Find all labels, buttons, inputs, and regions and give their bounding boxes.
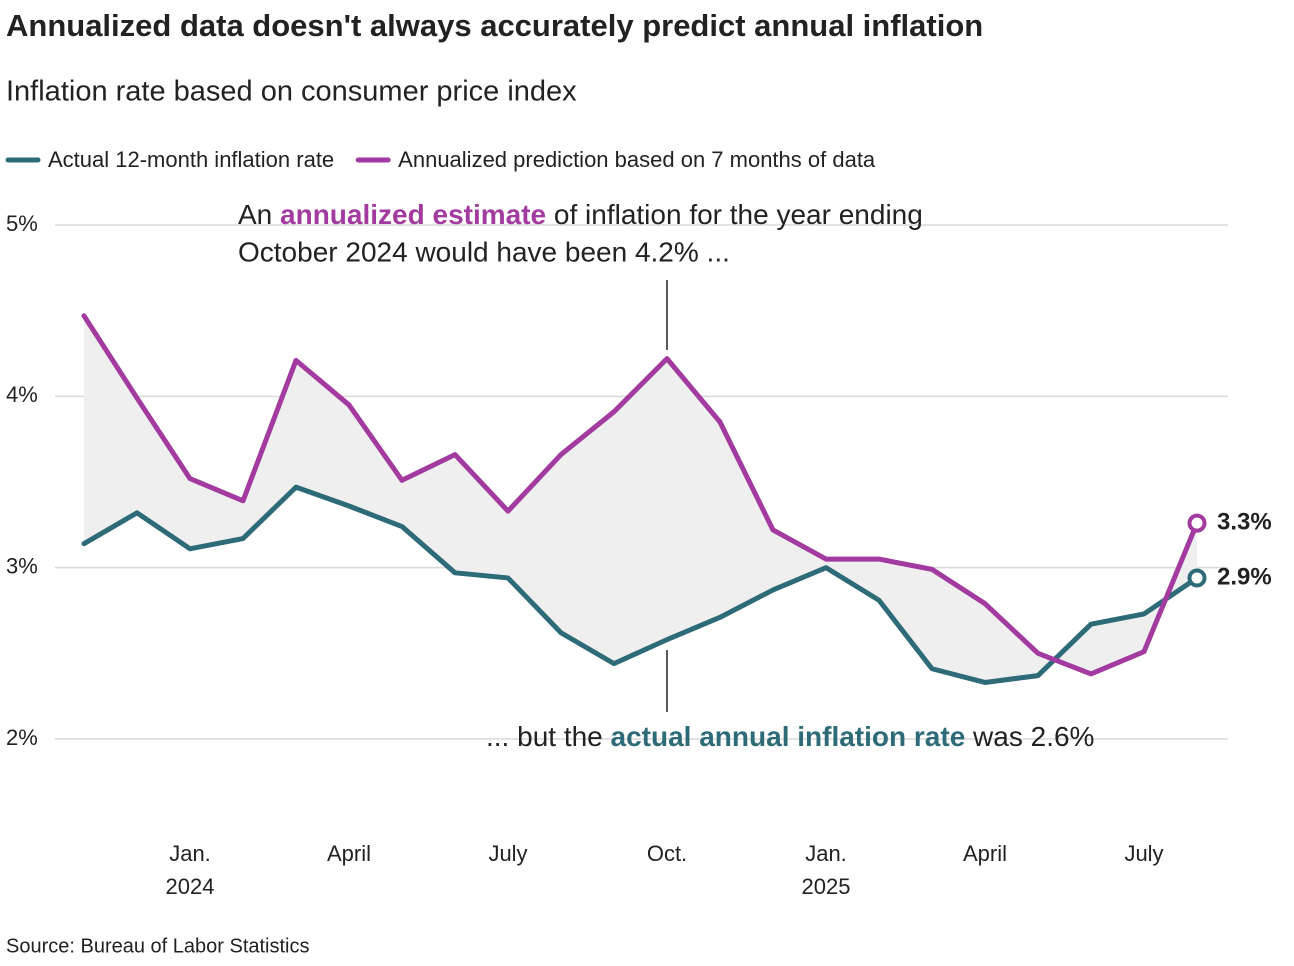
annotation-part: was 2.6% — [965, 721, 1094, 752]
chart-title: Annualized data doesn't always accuratel… — [6, 8, 983, 43]
x-tick-label: Jan. — [805, 841, 847, 866]
annotation-part: ... but the — [486, 721, 611, 752]
x-tick-label: July — [488, 841, 527, 866]
series-line — [81, 313, 1200, 677]
annotation: ... but the actual annual inflation rate… — [486, 721, 1094, 752]
end-point — [1187, 568, 1207, 588]
x-tick-label: July — [1124, 841, 1163, 866]
x-tick-label: Oct. — [647, 841, 687, 866]
annotation-part: An — [238, 199, 280, 230]
legend-label: Actual 12-month inflation rate — [48, 147, 334, 172]
y-tick-label: 3% — [6, 553, 38, 578]
annotation: October 2024 would have been 4.2% ... — [238, 236, 730, 267]
annotation: An annualized estimate of inflation for … — [238, 199, 923, 230]
y-tick-label: 5% — [6, 211, 38, 236]
gap-band — [84, 315, 1197, 683]
annotation-part: actual annual inflation rate — [611, 721, 966, 752]
source: Source: Bureau of Labor Statistics — [6, 935, 310, 957]
end-label: 3.3% — [1217, 508, 1272, 535]
y-tick-label: 2% — [6, 725, 38, 750]
x-tick-label: Jan. — [169, 841, 211, 866]
end-point — [1187, 513, 1207, 533]
x-tick-label: April — [327, 841, 371, 866]
chart-subtitle: Inflation rate based on consumer price i… — [6, 76, 577, 108]
annotation-part: annualized estimate — [280, 199, 546, 230]
end-label: 2.9% — [1217, 563, 1272, 590]
y-tick-label: 4% — [6, 382, 38, 407]
x-year-label: 2025 — [802, 874, 851, 899]
x-tick-label: April — [963, 841, 1007, 866]
legend-label: Annualized prediction based on 7 months … — [398, 147, 876, 172]
x-year-label: 2024 — [166, 874, 215, 899]
series-line — [81, 484, 1200, 685]
annotation-part: of inflation for the year ending — [546, 199, 923, 230]
